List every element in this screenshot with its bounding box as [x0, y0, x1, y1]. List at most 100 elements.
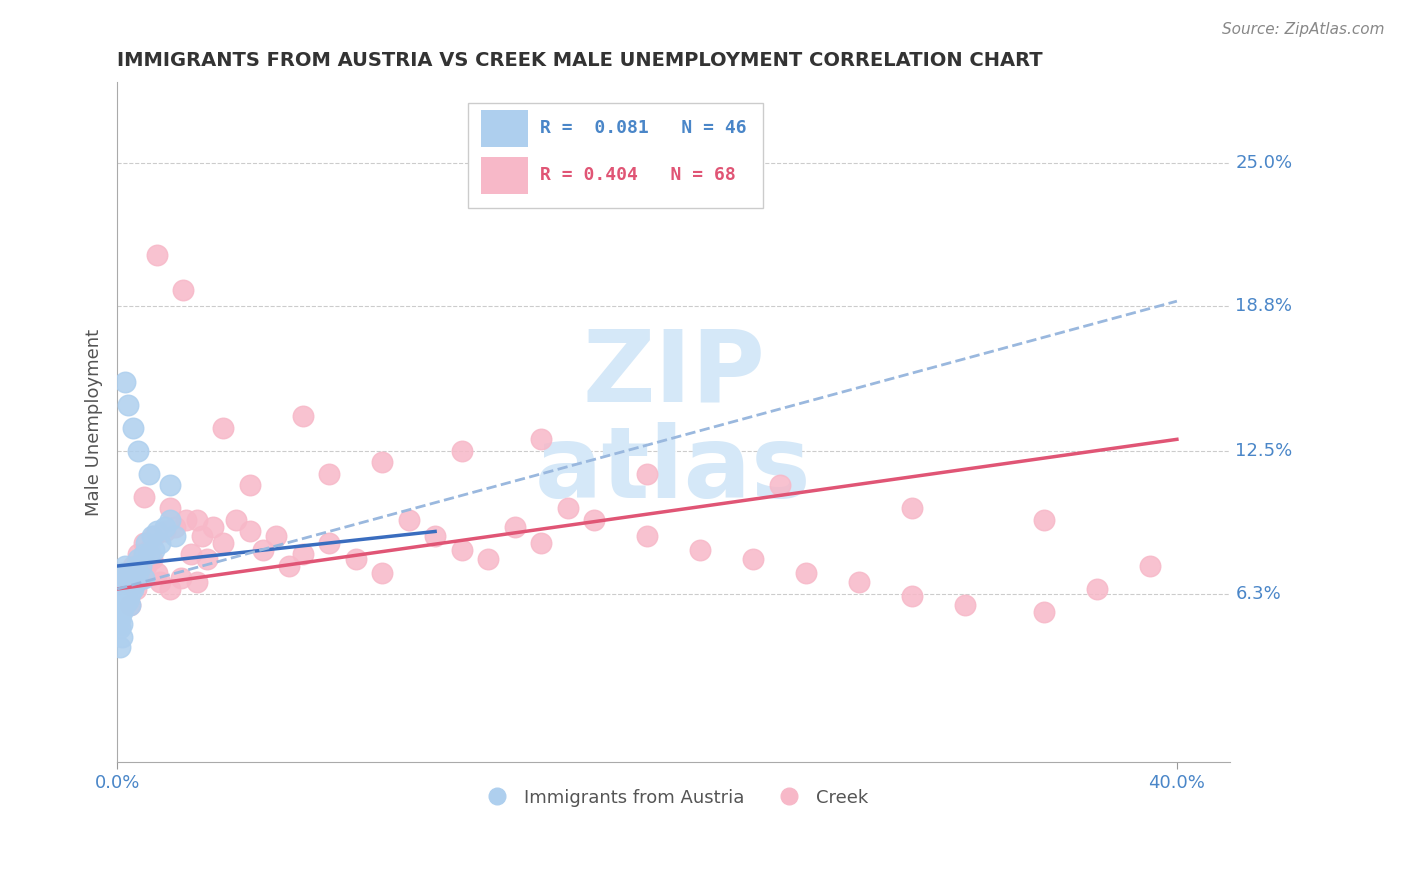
Point	[111, 605, 134, 619]
Text: 12.5%: 12.5%	[1236, 442, 1292, 460]
Point	[768, 478, 790, 492]
Point	[108, 612, 131, 626]
Point	[117, 593, 139, 607]
Point	[344, 552, 367, 566]
Point	[530, 536, 553, 550]
Point	[143, 542, 166, 557]
Point	[111, 631, 134, 645]
Point	[127, 548, 149, 562]
Point	[114, 559, 136, 574]
Point	[291, 548, 314, 562]
Point	[148, 536, 170, 550]
Point	[108, 598, 131, 612]
Point	[129, 570, 152, 584]
Point	[636, 529, 658, 543]
Point	[146, 248, 169, 262]
Point	[122, 570, 145, 584]
Point	[170, 570, 193, 584]
Point	[530, 433, 553, 447]
Point	[201, 520, 224, 534]
Point	[120, 598, 142, 612]
Point	[191, 529, 214, 543]
Point	[742, 552, 765, 566]
Point	[111, 566, 134, 580]
FancyBboxPatch shape	[481, 110, 527, 147]
Point	[1033, 513, 1056, 527]
Y-axis label: Male Unemployment: Male Unemployment	[86, 328, 103, 516]
Point	[108, 589, 131, 603]
Point	[1033, 605, 1056, 619]
Point	[146, 524, 169, 539]
Point	[111, 593, 134, 607]
Point	[127, 552, 149, 566]
Point	[901, 501, 924, 516]
Point	[117, 398, 139, 412]
Point	[195, 552, 218, 566]
Point	[114, 375, 136, 389]
Point	[172, 283, 194, 297]
Text: IMMIGRANTS FROM AUSTRIA VS CREEK MALE UNEMPLOYMENT CORRELATION CHART: IMMIGRANTS FROM AUSTRIA VS CREEK MALE UN…	[117, 51, 1043, 70]
Text: 25.0%: 25.0%	[1236, 154, 1292, 172]
FancyBboxPatch shape	[481, 157, 527, 194]
Point	[689, 542, 711, 557]
Point	[1139, 559, 1161, 574]
Point	[122, 559, 145, 574]
Point	[848, 575, 870, 590]
Point	[1087, 582, 1109, 596]
Point	[239, 524, 262, 539]
Point	[174, 513, 197, 527]
Point	[477, 552, 499, 566]
Point	[371, 566, 394, 580]
Point	[138, 542, 160, 557]
Point	[146, 566, 169, 580]
Point	[186, 513, 208, 527]
Text: ZIP: ZIP	[582, 325, 765, 422]
Point	[135, 559, 157, 574]
Point	[132, 490, 155, 504]
Point	[165, 520, 187, 534]
Point	[901, 589, 924, 603]
Text: Source: ZipAtlas.com: Source: ZipAtlas.com	[1222, 22, 1385, 37]
Point	[120, 575, 142, 590]
Point	[141, 529, 163, 543]
Point	[138, 467, 160, 481]
Point	[148, 575, 170, 590]
Point	[159, 501, 181, 516]
Point	[111, 582, 134, 596]
Point	[165, 529, 187, 543]
Text: atlas: atlas	[536, 422, 811, 519]
Point	[114, 575, 136, 590]
Point	[159, 582, 181, 596]
Text: 18.8%: 18.8%	[1236, 297, 1292, 315]
Point	[125, 582, 148, 596]
Point	[125, 559, 148, 574]
Point	[450, 443, 472, 458]
Point	[141, 552, 163, 566]
Point	[132, 548, 155, 562]
Point	[186, 575, 208, 590]
Point	[557, 501, 579, 516]
Point	[127, 566, 149, 580]
Point	[117, 582, 139, 596]
Point	[108, 640, 131, 654]
Point	[143, 529, 166, 543]
Text: R = 0.404   N = 68: R = 0.404 N = 68	[540, 167, 735, 185]
Point	[111, 616, 134, 631]
Point	[239, 478, 262, 492]
Point	[120, 587, 142, 601]
Point	[127, 443, 149, 458]
FancyBboxPatch shape	[468, 103, 762, 208]
Point	[114, 598, 136, 612]
Point	[120, 598, 142, 612]
Point	[212, 421, 235, 435]
Point	[125, 575, 148, 590]
Point	[159, 513, 181, 527]
Point	[398, 513, 420, 527]
Point	[252, 542, 274, 557]
Point	[636, 467, 658, 481]
Point	[132, 570, 155, 584]
Point	[318, 467, 340, 481]
Point	[371, 455, 394, 469]
Point	[291, 409, 314, 424]
Point	[135, 536, 157, 550]
